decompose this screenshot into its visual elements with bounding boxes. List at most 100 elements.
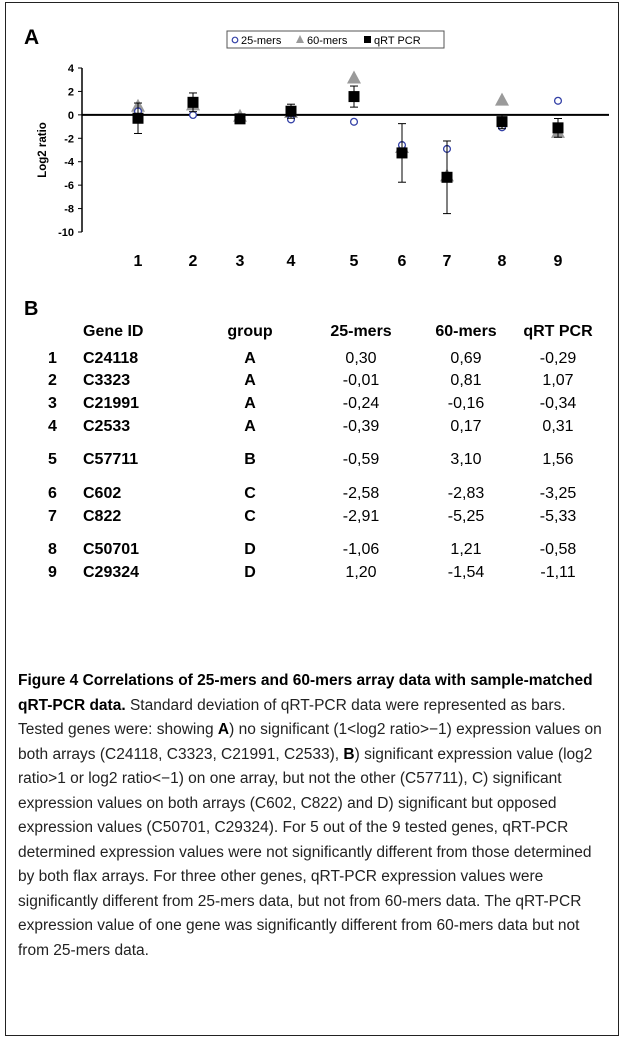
figure-caption: Figure 4 Correlations of 25-mers and 60-… — [18, 669, 610, 963]
point-qrtpcr — [552, 122, 564, 134]
y-tick-label: -2 — [64, 133, 74, 145]
cell-qrt-pcr: -0,34 — [539, 395, 577, 412]
cell-group: D — [244, 541, 256, 558]
header-gene-id: Gene ID — [83, 323, 144, 340]
point-qrtpcr — [441, 171, 453, 183]
x-tick-label: 4 — [287, 253, 296, 270]
cell-group: D — [244, 564, 256, 581]
point-qrtpcr — [496, 116, 508, 128]
x-tick-label: 7 — [443, 253, 452, 270]
caption-text-2: ) no significant (1<log2 ratio>−1) expre… — [18, 721, 602, 763]
cell-gene-id: C602 — [83, 485, 122, 502]
cell-60mers: 0,81 — [450, 372, 482, 389]
cell-60mers: -5,25 — [447, 508, 485, 525]
cell-group: C — [244, 508, 256, 525]
point-qrtpcr — [187, 96, 199, 108]
y-axis-title: Log2 ratio — [37, 122, 49, 178]
cell-qrt-pcr: -3,25 — [539, 485, 577, 502]
point-qrtpcr — [285, 105, 297, 117]
cell-25mers: -0,39 — [342, 418, 380, 435]
cell-gene-id: C50701 — [83, 541, 140, 558]
cell-qrt-pcr: -5,33 — [539, 508, 577, 525]
scatter-chart: 25-mers 60-mers qRT PCR Log2 ratio 4 2 0 -2… — [37, 30, 609, 270]
cell-25mers: -0,24 — [342, 395, 380, 412]
cell-25mers: -1,06 — [342, 541, 380, 558]
header-group: group — [227, 323, 273, 340]
x-tick-label: 5 — [350, 253, 359, 270]
y-tick-label: -4 — [64, 157, 75, 169]
legend-60mers-marker — [296, 35, 304, 43]
cell-25mers: -2,91 — [342, 508, 380, 525]
cell-25mers: -0,01 — [342, 372, 380, 389]
x-tick-label: 6 — [398, 253, 407, 270]
cell-group: A — [244, 350, 256, 367]
cell-gene-id: C24118 — [83, 350, 139, 367]
caption-bold-a: A — [217, 721, 230, 738]
y-tick-label: 2 — [68, 86, 74, 98]
legend-qrtpcr-label: qRT PCR — [374, 35, 421, 47]
cell-group: B — [244, 451, 256, 468]
cell-25mers: 0,30 — [345, 350, 377, 367]
header-qrt-pcr: qRT PCR — [523, 323, 593, 340]
cell-25mers: -2,58 — [342, 485, 380, 502]
cell-group: A — [244, 395, 256, 412]
cell-60mers: 1,21 — [450, 541, 482, 558]
cell-group: C — [244, 485, 256, 502]
cell-qrt-pcr: 0,31 — [542, 418, 574, 435]
cell-gene-id: C3323 — [83, 372, 131, 389]
legend-25mers-marker — [231, 36, 239, 44]
cell-gene-id: C21991 — [83, 395, 140, 412]
x-tick-label: 1 — [134, 253, 143, 270]
row-number: 5 — [48, 451, 57, 468]
y-tick-label: 0 — [68, 110, 74, 122]
point-qrtpcr — [234, 113, 246, 125]
row-number: 2 — [48, 372, 57, 389]
caption-bold-b: B — [343, 745, 355, 763]
panel-a-label: A — [24, 26, 40, 49]
y-tick-label: -8 — [64, 204, 74, 216]
legend-60mers-label: 60-mers — [307, 35, 348, 47]
header-60mers: 60-mers — [435, 323, 497, 340]
cell-group: A — [244, 372, 256, 389]
cell-60mers: -0,16 — [447, 395, 485, 412]
cell-25mers: 1,20 — [345, 564, 377, 581]
cell-qrt-pcr: -0,29 — [539, 350, 577, 367]
cell-60mers: 0,17 — [450, 418, 482, 435]
x-tick-label: 3 — [236, 253, 245, 270]
row-number: 7 — [48, 508, 57, 525]
cell-25mers: -0,59 — [342, 451, 380, 468]
caption-title: Figure 4 Correlations of 25-mers and 60-… — [18, 672, 593, 714]
point-60mers — [495, 92, 509, 106]
cell-60mers: 3,10 — [450, 451, 482, 468]
cell-qrt-pcr: -1,11 — [540, 564, 576, 581]
cell-gene-id: C2533 — [83, 418, 131, 435]
cell-60mers: 0,69 — [450, 350, 482, 367]
y-tick-label: 4 — [68, 63, 75, 75]
caption-text-1: Standard deviation of qRT-PCR data were … — [18, 696, 566, 739]
legend-box — [226, 30, 445, 49]
cell-group: A — [244, 418, 256, 435]
row-number: 3 — [48, 395, 57, 412]
point-qrtpcr — [132, 112, 144, 124]
cell-gene-id: C57711 — [83, 451, 139, 468]
cell-gene-id: C822 — [83, 508, 122, 525]
x-tick-label: 2 — [189, 253, 198, 270]
x-tick-label: 8 — [498, 253, 507, 270]
cell-gene-id: C29324 — [83, 564, 140, 581]
row-number: 6 — [48, 485, 57, 502]
row-number: 9 — [48, 564, 57, 581]
point-25mers — [553, 96, 563, 105]
cell-60mers: -2,83 — [447, 485, 485, 502]
cell-qrt-pcr: 1,07 — [542, 372, 574, 389]
cell-qrt-pcr: -0,58 — [539, 541, 577, 558]
chart-legend: 25-mers 60-mers qRT PCR — [226, 30, 445, 49]
caption-text-3: ) significant expression value (log2 rat… — [18, 745, 593, 959]
cell-60mers: -1,54 — [447, 564, 485, 581]
row-number: 4 — [48, 418, 57, 435]
point-25mers — [188, 110, 198, 120]
figure-frame — [5, 2, 619, 1036]
point-qrtpcr — [348, 91, 360, 103]
row-number: 1 — [48, 350, 57, 367]
y-tick-label: -10 — [58, 227, 74, 239]
point-60mers — [347, 70, 361, 84]
